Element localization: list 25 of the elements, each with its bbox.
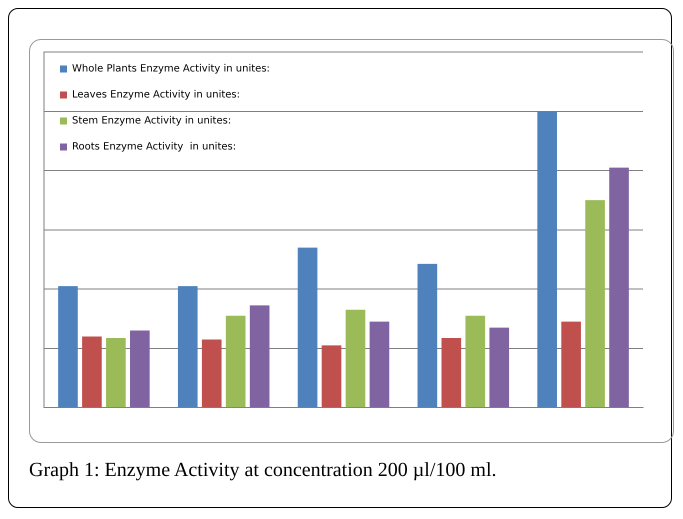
bar [322,345,342,408]
legend-label: Roots Enzyme Activity in unites: [72,142,236,153]
bar [537,111,557,408]
bar [58,286,78,408]
bar [465,316,486,408]
bar [82,336,102,408]
bar [418,264,438,408]
bar [250,305,270,408]
legend-label: Whole Plants Enzyme Activity in unites: [72,64,270,75]
bar [370,322,390,408]
text: Graph 1: Enzyme Activity at concentration 200 µl/100 ml. [29,459,497,482]
legend-label: Leaves Enzyme Activity in unites: [72,90,240,101]
bar [130,330,150,408]
bar [441,338,462,408]
bar [226,316,246,408]
bar [609,168,629,408]
bar [585,200,605,408]
bar [202,339,222,408]
bar [298,248,318,408]
bar [346,310,366,408]
legend-label: Stem Enzyme Activity in unites: [72,116,232,127]
bar [561,322,581,408]
bar [106,338,126,408]
bar [178,286,198,408]
bar [489,328,510,408]
